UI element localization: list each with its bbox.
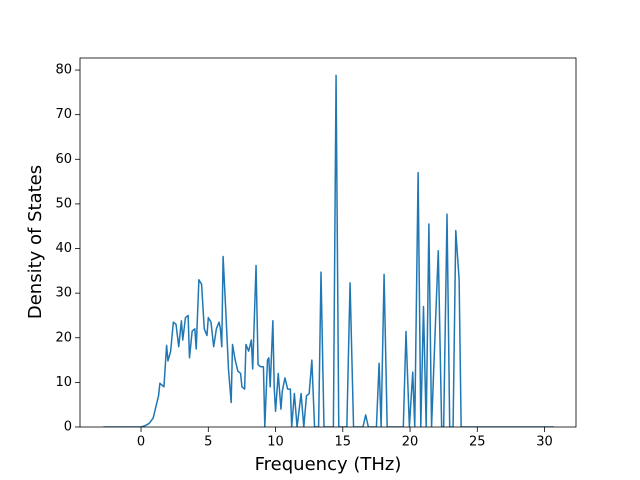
y-tick-label: 70	[55, 107, 72, 122]
line	[103, 74, 554, 427]
x-tick-label: 30	[536, 435, 553, 450]
y-tick-label: 50	[55, 196, 72, 211]
x-tick-label: 25	[469, 435, 486, 450]
y-axis-label: Density of States	[25, 165, 46, 319]
y-tick-label: 60	[55, 152, 72, 167]
x-tick-label: 20	[402, 435, 419, 450]
y-tick-label: 30	[55, 286, 72, 301]
x-tick-label: 10	[267, 435, 284, 450]
y-tick-label: 40	[55, 241, 72, 256]
x-tick-label: 15	[335, 435, 352, 450]
x-tick-label: 0	[137, 435, 145, 450]
y-tick-label: 20	[55, 330, 72, 345]
y-tick-label: 80	[55, 63, 72, 78]
plot-frame	[79, 57, 577, 428]
y-tick-label: 10	[55, 375, 72, 390]
x-axis-label: Frequency (THz)	[255, 454, 402, 475]
y-tick-label: 0	[64, 420, 72, 435]
x-tick-label: 5	[204, 435, 212, 450]
